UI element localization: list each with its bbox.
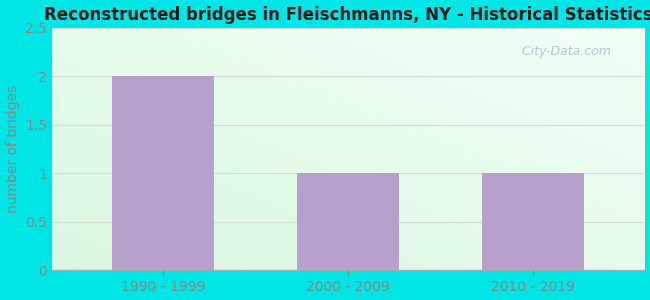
Bar (297, 173, 399, 270)
Text: City-Data.com: City-Data.com (514, 45, 611, 58)
Bar (112, 76, 214, 270)
Title: Reconstructed bridges in Fleischmanns, NY - Historical Statistics: Reconstructed bridges in Fleischmanns, N… (44, 6, 650, 24)
Bar (482, 173, 584, 270)
Y-axis label: number of bridges: number of bridges (6, 85, 20, 213)
